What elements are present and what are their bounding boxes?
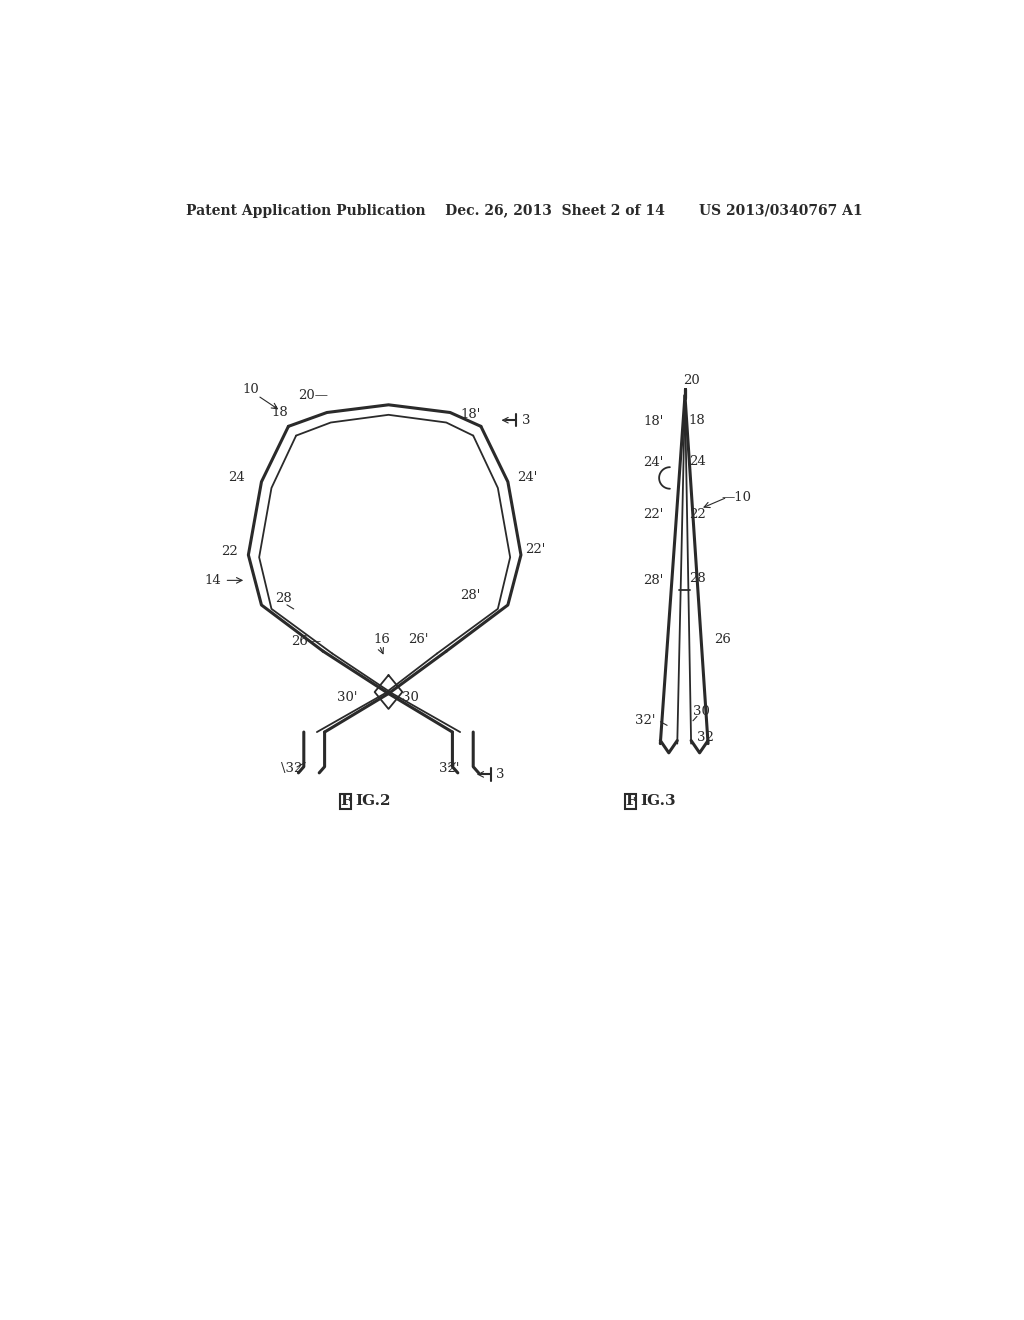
Text: 18': 18' [643, 416, 664, 428]
Text: Patent Application Publication    Dec. 26, 2013  Sheet 2 of 14       US 2013/034: Patent Application Publication Dec. 26, … [186, 203, 863, 218]
Text: 24': 24' [517, 471, 538, 484]
Text: 3: 3 [521, 413, 530, 426]
Text: 24': 24' [643, 455, 664, 469]
Text: 22: 22 [689, 508, 706, 520]
Text: 22: 22 [221, 545, 239, 557]
Bar [625, 793, 636, 809]
Text: 26: 26 [714, 634, 731, 647]
Text: 32': 32' [635, 714, 655, 727]
Text: 18': 18' [460, 408, 480, 421]
Text: 26—: 26— [292, 635, 322, 648]
Text: —10: —10 [722, 491, 752, 504]
Text: IG.2: IG.2 [355, 795, 391, 808]
Text: 20: 20 [683, 374, 700, 387]
Text: 26': 26' [408, 634, 428, 647]
Text: F: F [340, 795, 351, 808]
Text: \32: \32 [281, 762, 302, 775]
Text: F: F [625, 795, 636, 808]
Text: 30: 30 [692, 705, 710, 718]
Text: 22': 22' [643, 508, 664, 520]
Text: 30': 30' [337, 690, 357, 704]
Text: 28: 28 [689, 572, 706, 585]
Text: 10: 10 [243, 383, 259, 396]
Text: 24: 24 [227, 471, 245, 484]
Text: IG.3: IG.3 [640, 795, 676, 808]
Text: 28: 28 [275, 593, 292, 606]
Text: 22': 22' [524, 543, 545, 556]
Text: 18: 18 [689, 413, 706, 426]
Text: 18: 18 [271, 407, 289, 418]
Text: 28': 28' [643, 574, 664, 587]
Text: 14: 14 [205, 574, 221, 587]
Text: 20—: 20— [298, 389, 328, 403]
Text: 30: 30 [401, 690, 419, 704]
Text: 28': 28' [460, 589, 480, 602]
Text: 24: 24 [689, 454, 706, 467]
Bar [340, 793, 351, 809]
Text: 32: 32 [696, 731, 714, 744]
Text: 3: 3 [496, 768, 504, 781]
Text: 16: 16 [373, 634, 390, 647]
Text: 32': 32' [438, 762, 459, 775]
